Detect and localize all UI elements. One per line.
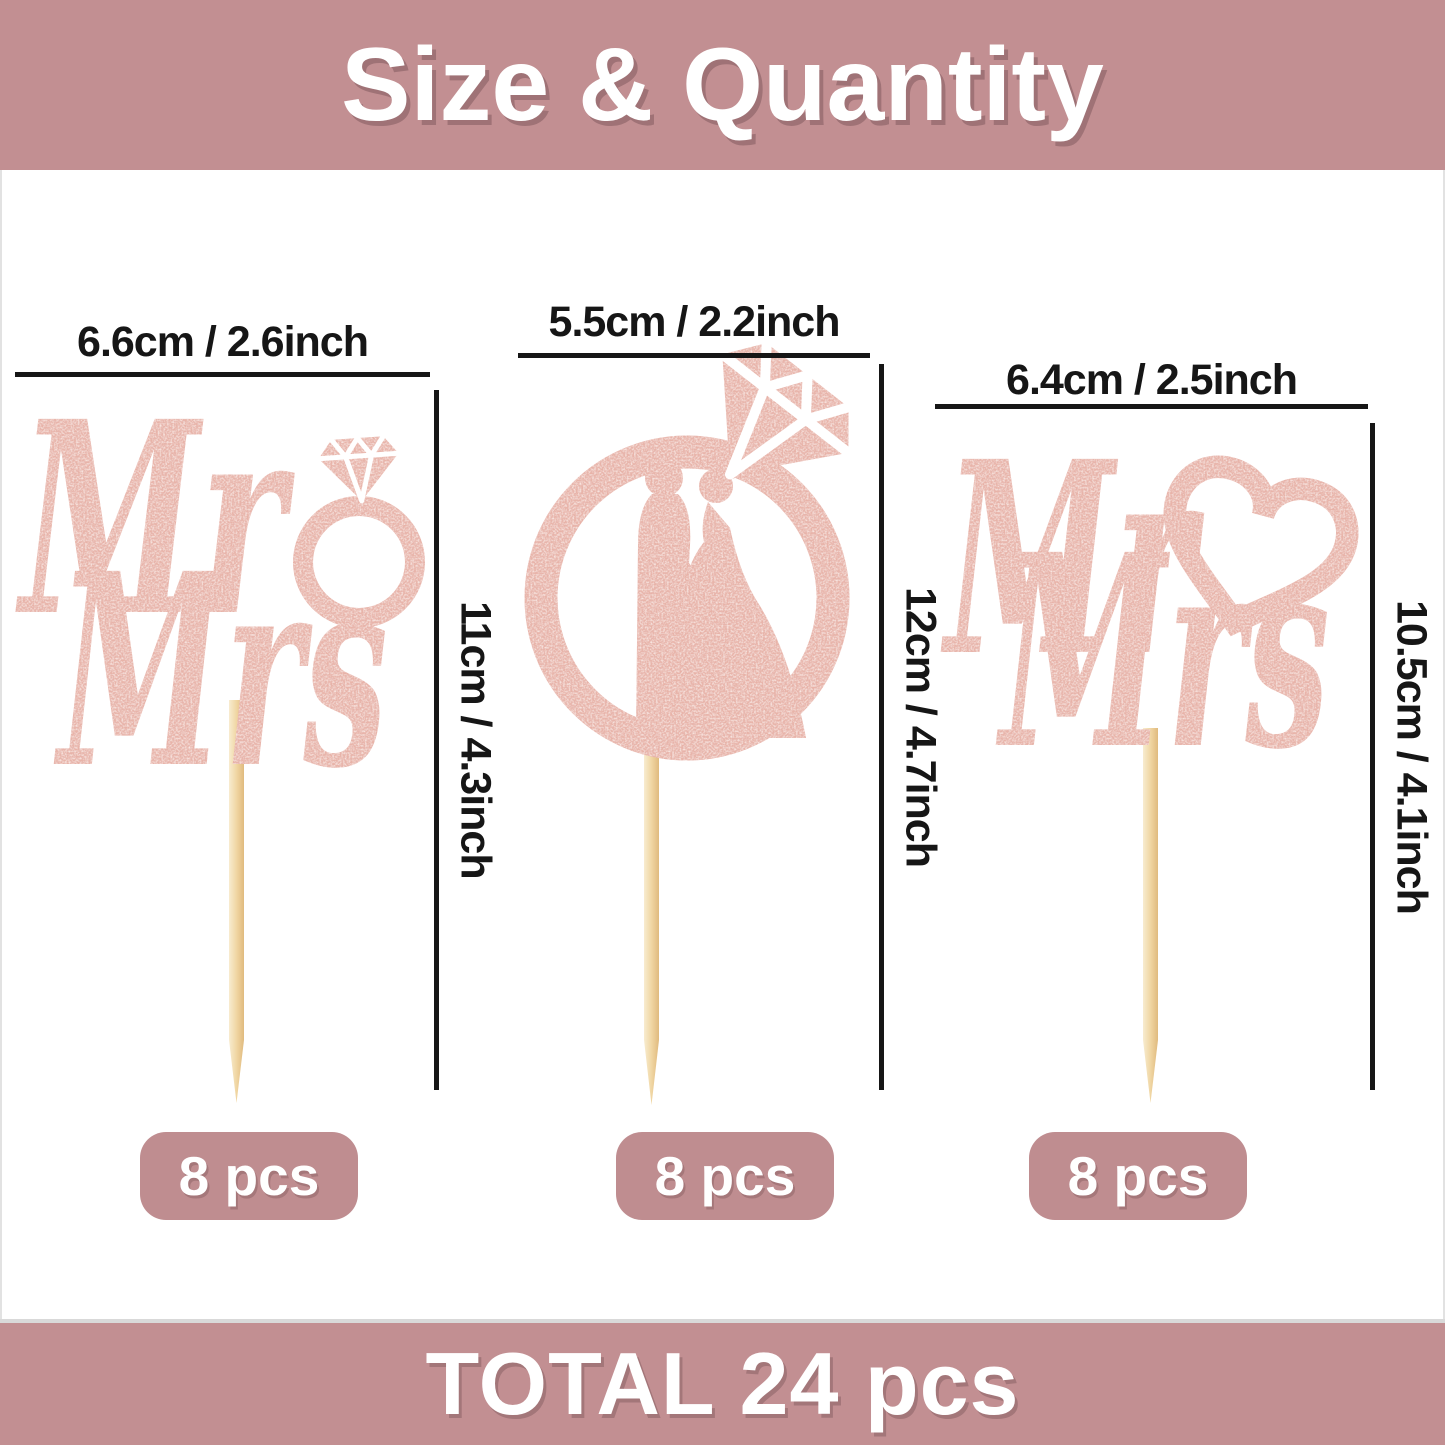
topper-mr-heart-mrs: Mr Mrs	[940, 404, 1359, 1103]
topper-bride-groom-ring	[524, 338, 854, 1105]
ring-band	[524, 435, 850, 761]
height-dimension-label: 11cm / 4.3inch	[451, 601, 500, 879]
divider-rule	[0, 1319, 1445, 1323]
script-word-mrs: Mrs	[995, 497, 1330, 808]
badge-label: 8 pcs	[1067, 1145, 1209, 1207]
bottom-banner: TOTAL 24 pcs	[0, 1323, 1445, 1445]
page-title: Size & Quantity	[341, 26, 1104, 143]
topper-mr-and-mrs-ring: Mr Mrs	[15, 364, 425, 1103]
height-dimension-line	[879, 364, 884, 1090]
toothpick-stick	[644, 748, 659, 1105]
height-dimension-line	[434, 390, 439, 1090]
diamond-facets	[717, 338, 854, 480]
ring-icon	[293, 496, 425, 628]
toothpick-stick	[229, 700, 244, 1103]
quantity-badge: 8 pcs	[1029, 1132, 1247, 1220]
height-dimension-label: 12cm / 4.7inch	[896, 587, 945, 867]
width-dimension-label: 5.5cm / 2.2inch	[548, 298, 841, 346]
width-dimension-line	[935, 404, 1368, 409]
script-word-mr: Mr	[940, 404, 1205, 715]
heart-icon	[1163, 455, 1359, 637]
toothpick-stick	[1143, 728, 1158, 1103]
script-word-mr: Mr	[15, 364, 296, 675]
script-word-mrs: Mrs	[53, 516, 388, 827]
height-dimension-line	[1370, 423, 1375, 1090]
top-banner: Size & Quantity	[0, 0, 1445, 170]
width-dimension-line	[518, 353, 870, 358]
badge-label: 8 pcs	[654, 1145, 796, 1207]
quantity-badge: 8 pcs	[140, 1132, 358, 1220]
diamond-facets	[316, 433, 401, 504]
width-dimension-line	[15, 372, 430, 377]
quantity-badge: 8 pcs	[616, 1132, 834, 1220]
width-dimension-label: 6.6cm / 2.6inch	[77, 318, 369, 366]
height-dimension-label: 10.5cm / 4.1inch	[1387, 599, 1436, 914]
width-dimension-label: 6.4cm / 2.5inch	[1006, 356, 1298, 404]
badge-label: 8 pcs	[178, 1145, 320, 1207]
total-label: TOTAL 24 pcs	[425, 1334, 1020, 1433]
